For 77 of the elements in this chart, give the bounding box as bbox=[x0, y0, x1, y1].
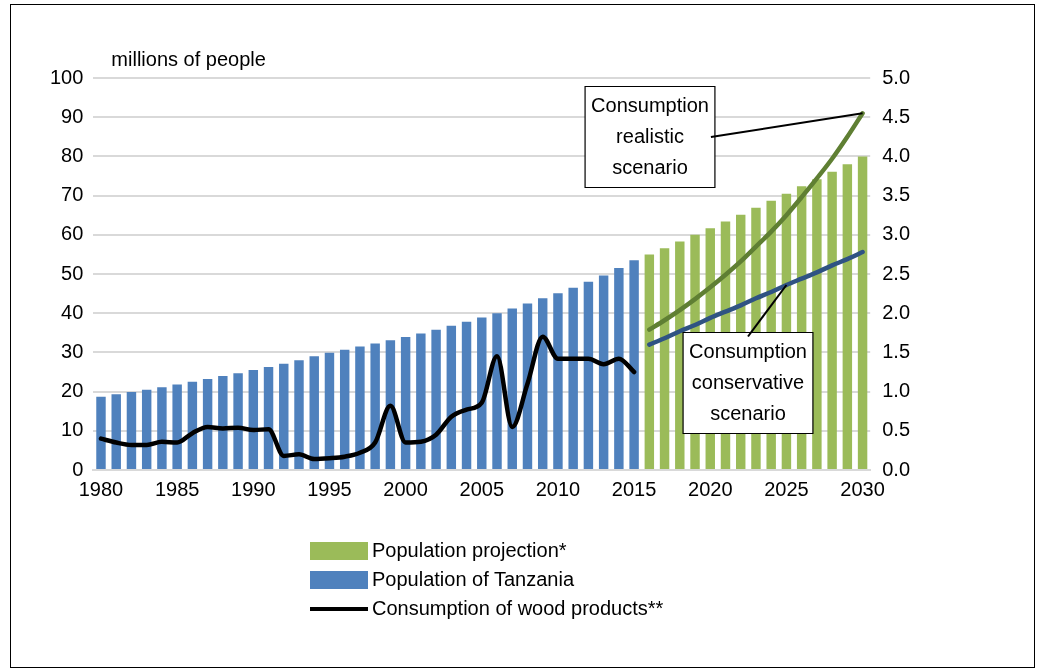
y-tick-label: 0 bbox=[72, 457, 84, 480]
bar bbox=[355, 346, 365, 469]
y2-tick-label: 1.5 bbox=[882, 339, 911, 362]
x-tick-label: 1985 bbox=[154, 477, 200, 500]
bar bbox=[568, 287, 578, 469]
bar bbox=[614, 268, 624, 469]
y2-tick-label: 2.5 bbox=[882, 261, 911, 284]
bar bbox=[96, 396, 106, 469]
legend-label: Consumption of wood products** bbox=[372, 597, 664, 620]
y2-tick-label: 5.0 bbox=[882, 65, 911, 88]
bar bbox=[857, 156, 868, 469]
x-tick-label: 2015 bbox=[611, 477, 657, 500]
bar bbox=[629, 260, 639, 469]
y2-tick-label: 4.0 bbox=[882, 143, 911, 166]
bar bbox=[233, 373, 243, 469]
bar bbox=[644, 254, 655, 469]
y-tick-label: 20 bbox=[61, 379, 84, 402]
bar bbox=[141, 389, 152, 469]
line-series bbox=[98, 334, 637, 462]
bar bbox=[218, 375, 228, 469]
bar bbox=[492, 313, 502, 469]
y-tick-label: 90 bbox=[61, 104, 84, 127]
y-axis-title: millions of people bbox=[111, 47, 266, 70]
y2-tick-label: 4.5 bbox=[882, 104, 911, 127]
x-tick-label: 1995 bbox=[307, 477, 352, 500]
x-tick-label: 2005 bbox=[459, 477, 505, 500]
y-tick-label: 40 bbox=[61, 300, 84, 323]
y-tick-label: 70 bbox=[61, 183, 84, 206]
annotation: Consumption realistic scenario bbox=[591, 93, 709, 178]
y2-tick-label: 1.0 bbox=[882, 379, 911, 402]
y2-tick-label: 3.0 bbox=[882, 222, 911, 245]
bar bbox=[111, 394, 121, 469]
bar bbox=[400, 337, 411, 469]
x-tick-label: 2010 bbox=[535, 477, 581, 500]
annotation: Consumption conservative scenario bbox=[689, 339, 807, 424]
bar bbox=[553, 293, 563, 469]
y-tick-label: 60 bbox=[61, 222, 84, 245]
bar bbox=[477, 317, 487, 469]
bar bbox=[172, 384, 182, 469]
bar bbox=[431, 329, 441, 469]
bar bbox=[248, 370, 259, 469]
bar bbox=[659, 248, 670, 469]
bar bbox=[446, 325, 457, 469]
y2-tick-label: 0.5 bbox=[882, 418, 911, 441]
x-tick-label: 2025 bbox=[764, 477, 809, 500]
bar bbox=[583, 281, 594, 469]
y-tick-label: 50 bbox=[61, 261, 84, 284]
bar bbox=[598, 275, 609, 469]
bar bbox=[461, 321, 472, 469]
bar bbox=[202, 379, 213, 469]
x-tick-label: 2020 bbox=[688, 477, 733, 500]
legend-label: Population of Tanzania bbox=[372, 568, 575, 591]
legend-label: Population projection* bbox=[372, 539, 567, 562]
bar bbox=[309, 356, 319, 469]
y2-tick-label: 2.0 bbox=[882, 300, 911, 323]
bar bbox=[126, 391, 137, 469]
bar bbox=[537, 298, 548, 469]
bar bbox=[827, 171, 837, 469]
bar bbox=[279, 363, 289, 469]
x-tick-label: 2030 bbox=[840, 477, 885, 500]
y2-tick-label: 3.5 bbox=[882, 183, 911, 206]
y-tick-label: 30 bbox=[61, 339, 84, 362]
x-tick-label: 1980 bbox=[78, 477, 124, 500]
bar bbox=[157, 387, 167, 469]
y-tick-label: 10 bbox=[61, 418, 84, 441]
bar bbox=[324, 352, 335, 469]
y-tick-label: 80 bbox=[61, 143, 84, 166]
y2-tick-label: 0.0 bbox=[882, 457, 911, 480]
x-tick-label: 2000 bbox=[383, 477, 428, 500]
bar bbox=[339, 349, 350, 469]
bar bbox=[294, 360, 304, 469]
bar bbox=[812, 179, 822, 469]
bar bbox=[416, 333, 426, 469]
y-tick-label: 100 bbox=[49, 65, 84, 88]
bar bbox=[370, 343, 380, 469]
x-tick-label: 1990 bbox=[231, 477, 276, 500]
bar bbox=[842, 164, 853, 469]
